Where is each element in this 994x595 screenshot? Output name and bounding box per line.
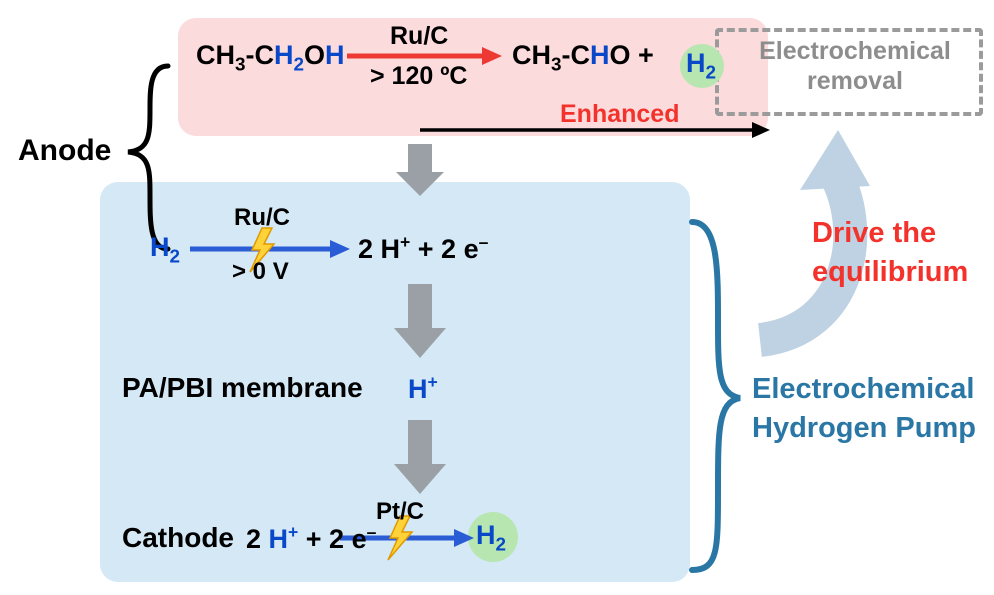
down-arrow-3-icon	[394, 420, 446, 494]
anode-brace-icon	[128, 66, 168, 249]
ruc-mid-label: Ru/C	[234, 204, 290, 232]
cathode-arrowhead-icon	[454, 529, 474, 547]
cathode-label: Cathode	[122, 522, 234, 554]
protons-electrons-anode: 2 H+ + 2 e–	[358, 232, 488, 265]
down-arrow-1-icon	[396, 144, 444, 196]
anode-label: Anode	[18, 134, 111, 168]
ec-removal-label: Electrochemicalremoval	[740, 36, 970, 96]
enhanced-arrowhead-icon	[752, 122, 770, 138]
proton-label: H+	[408, 372, 438, 405]
reaction-arrowhead-icon	[482, 47, 502, 65]
acetaldehyde-formula: CH3-CHO +	[512, 40, 654, 76]
protons-electrons-cathode: 2 H+ + 2 e–	[246, 522, 376, 555]
ethanol-formula: CH3-CH2OH	[196, 40, 345, 76]
membrane-label: PA/PBI membrane	[122, 372, 363, 404]
h2-bottom-label: H2	[476, 520, 506, 556]
volt-mid-label: > 0 V	[232, 258, 289, 286]
drive-equilibrium-label: Drive theequilibrium	[812, 214, 968, 292]
down-arrow-2-icon	[394, 284, 446, 358]
ptc-label: Pt/C	[376, 498, 424, 526]
oxidation-arrowhead-icon	[330, 240, 350, 258]
pump-label: ElectrochemicalHydrogen Pump	[752, 370, 976, 448]
pump-brace-icon	[692, 222, 740, 570]
h2-oxidation-label: H2	[150, 232, 180, 268]
h2-top-label: H2	[686, 48, 716, 84]
ruc-top-label: Ru/C	[390, 22, 448, 51]
temp-top-label: > 120 ºC	[370, 62, 467, 91]
enhanced-label: Enhanced	[560, 100, 679, 129]
